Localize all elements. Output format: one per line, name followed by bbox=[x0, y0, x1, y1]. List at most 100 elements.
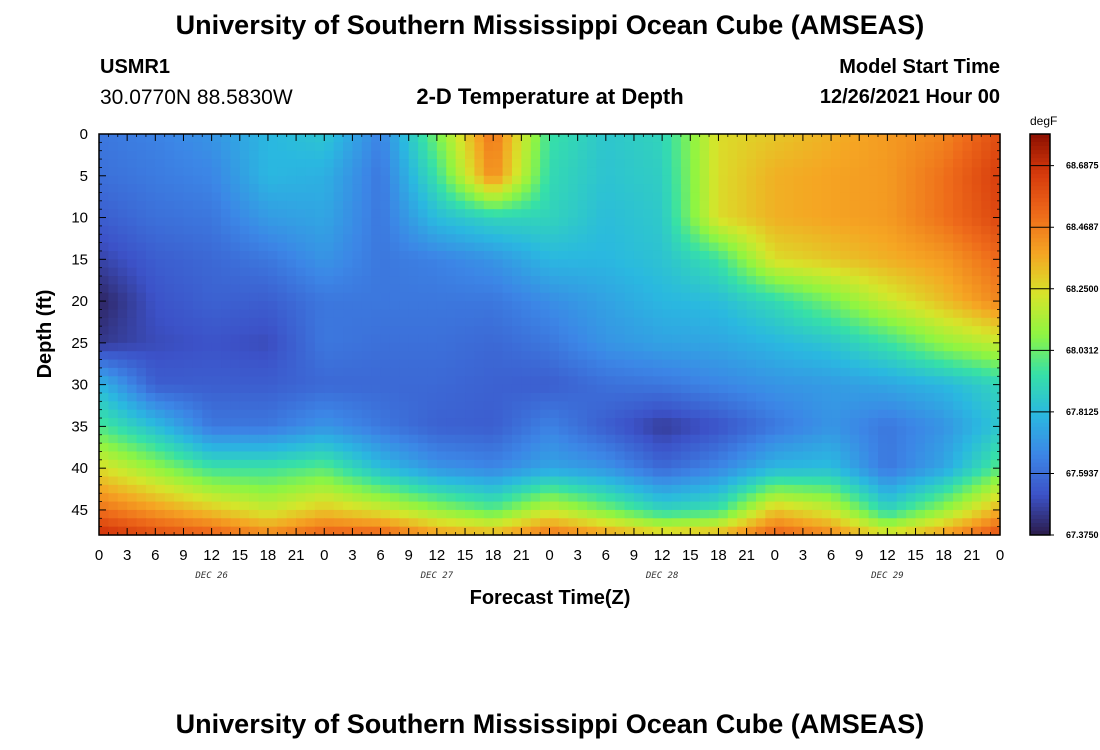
heatmap-cell bbox=[324, 418, 335, 427]
heatmap-cell bbox=[296, 284, 307, 294]
heatmap-cell bbox=[971, 518, 982, 528]
heatmap-cell bbox=[924, 351, 935, 361]
heatmap-cell bbox=[774, 451, 785, 461]
heatmap-cell bbox=[709, 284, 720, 294]
heatmap-cell bbox=[549, 359, 560, 369]
heatmap-cell bbox=[183, 276, 194, 285]
heatmap-cell bbox=[511, 167, 522, 177]
heatmap-cell bbox=[718, 301, 729, 311]
heatmap-cell bbox=[662, 392, 673, 402]
heatmap-cell bbox=[868, 509, 879, 519]
heatmap-cell bbox=[230, 134, 241, 143]
heatmap-cell bbox=[671, 234, 682, 244]
heatmap-cell bbox=[868, 459, 879, 469]
heatmap-cell bbox=[296, 217, 307, 227]
heatmap-cell bbox=[267, 443, 278, 453]
heatmap-cell bbox=[305, 242, 316, 252]
heatmap-cell bbox=[568, 434, 579, 444]
heatmap-cell bbox=[164, 150, 175, 160]
heatmap-cell bbox=[117, 367, 128, 377]
heatmap-cell bbox=[483, 351, 494, 361]
heatmap-cell bbox=[399, 317, 410, 327]
heatmap-cell bbox=[493, 317, 504, 327]
heatmap-cell bbox=[596, 150, 607, 160]
heatmap-cell bbox=[127, 284, 138, 294]
y-tick-label: 35 bbox=[71, 418, 88, 435]
heatmap-cell bbox=[662, 401, 673, 411]
heatmap-cell bbox=[549, 200, 560, 210]
heatmap-cell bbox=[981, 526, 992, 536]
heatmap-cell bbox=[577, 134, 588, 143]
heatmap-cell bbox=[934, 309, 945, 319]
heatmap-cell bbox=[831, 426, 842, 436]
heatmap-cell bbox=[652, 217, 663, 227]
heatmap-cell bbox=[924, 259, 935, 269]
heatmap-cell bbox=[812, 192, 823, 202]
heatmap-cell bbox=[915, 309, 926, 319]
heatmap-cell bbox=[821, 476, 832, 486]
heatmap-cell bbox=[324, 501, 335, 511]
heatmap-cell bbox=[774, 217, 785, 227]
heatmap-cell bbox=[202, 175, 213, 185]
heatmap-cell bbox=[737, 418, 748, 427]
heatmap-cell bbox=[108, 284, 119, 294]
heatmap-cell bbox=[474, 142, 485, 152]
heatmap-cell bbox=[436, 359, 447, 369]
heatmap-cell bbox=[784, 418, 795, 427]
heatmap-cell bbox=[314, 501, 325, 511]
heatmap-cell bbox=[427, 326, 438, 336]
heatmap-cell bbox=[896, 209, 907, 219]
heatmap-cell bbox=[155, 301, 166, 311]
heatmap-cell bbox=[802, 292, 813, 302]
heatmap-cell bbox=[831, 317, 842, 327]
heatmap-cell bbox=[108, 292, 119, 302]
heatmap-cell bbox=[230, 150, 241, 160]
heatmap-cell bbox=[418, 234, 429, 244]
heatmap-cell bbox=[267, 184, 278, 194]
heatmap-cell bbox=[868, 167, 879, 177]
heatmap-cell bbox=[296, 468, 307, 478]
heatmap-cell bbox=[502, 334, 513, 344]
heatmap-cell bbox=[418, 451, 429, 461]
heatmap-cell bbox=[605, 200, 616, 210]
heatmap-cell bbox=[192, 276, 203, 285]
heatmap-cell bbox=[699, 309, 710, 319]
heatmap-cell bbox=[127, 192, 138, 202]
heatmap-cell bbox=[258, 284, 269, 294]
heatmap-cell bbox=[859, 376, 870, 386]
heatmap-cell bbox=[680, 184, 691, 194]
heatmap-cell bbox=[511, 225, 522, 235]
heatmap-cell bbox=[108, 259, 119, 269]
heatmap-cell bbox=[643, 367, 654, 377]
heatmap-cell bbox=[267, 526, 278, 536]
heatmap-cell bbox=[399, 451, 410, 461]
heatmap-cell bbox=[465, 267, 476, 277]
heatmap-cell bbox=[305, 284, 316, 294]
heatmap-cell bbox=[389, 376, 400, 386]
heatmap-cell bbox=[568, 518, 579, 528]
heatmap-cell bbox=[483, 334, 494, 344]
heatmap-cell bbox=[399, 501, 410, 511]
heatmap-cell bbox=[389, 434, 400, 444]
heatmap-cell bbox=[746, 392, 757, 402]
heatmap-cell bbox=[267, 434, 278, 444]
heatmap-cell bbox=[990, 159, 1001, 169]
heatmap-cell bbox=[915, 409, 926, 419]
heatmap-cell bbox=[474, 184, 485, 194]
heatmap-cell bbox=[511, 434, 522, 444]
heatmap-cell bbox=[877, 292, 888, 302]
heatmap-cell bbox=[380, 509, 391, 519]
heatmap-cell bbox=[174, 443, 185, 453]
heatmap-cell bbox=[389, 284, 400, 294]
heatmap-cell bbox=[352, 434, 363, 444]
heatmap-cell bbox=[192, 409, 203, 419]
heatmap-cell bbox=[483, 292, 494, 302]
heatmap-cell bbox=[408, 259, 419, 269]
heatmap-cell bbox=[455, 418, 466, 427]
heatmap-cell bbox=[465, 342, 476, 352]
heatmap-cell bbox=[127, 142, 138, 152]
heatmap-cell bbox=[540, 326, 551, 336]
heatmap-cell bbox=[164, 284, 175, 294]
heatmap-cell bbox=[436, 267, 447, 277]
heatmap-cell bbox=[211, 301, 222, 311]
